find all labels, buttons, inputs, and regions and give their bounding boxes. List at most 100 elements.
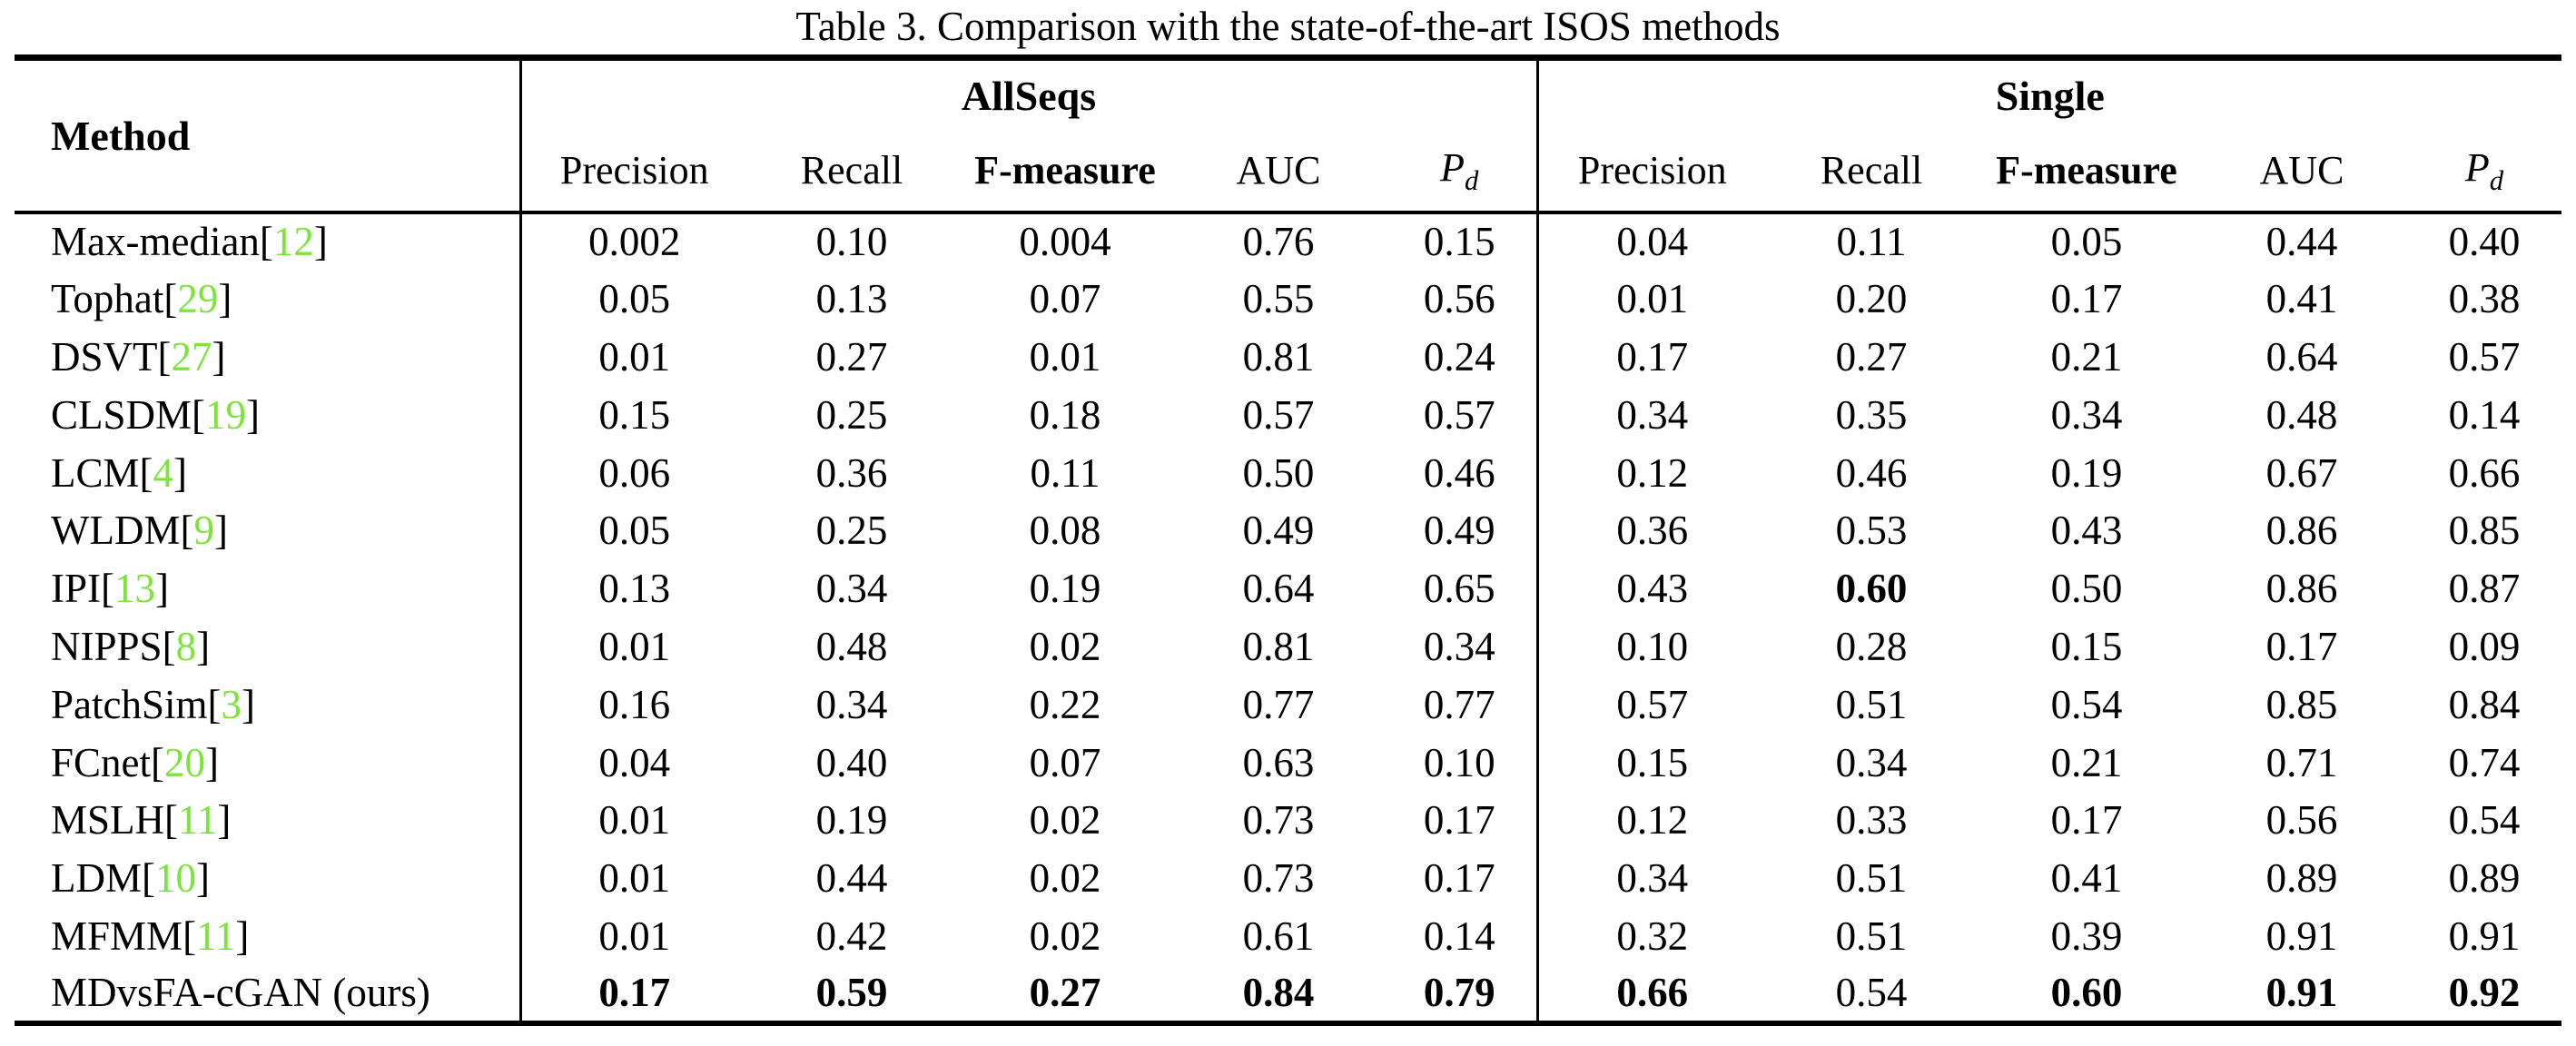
method-name: FCnet	[51, 739, 152, 785]
column-header-label: AUC	[2259, 148, 2344, 192]
citation-bracket-close: ]	[155, 566, 169, 612]
citation-link[interactable]: 11	[178, 797, 218, 844]
method-name: Max-median	[51, 219, 260, 265]
value-cell: 0.66	[1535, 964, 1767, 1023]
citation-link[interactable]: 11	[196, 913, 236, 959]
value-cell: 0.01	[518, 907, 747, 965]
value-cell: 0.01	[518, 791, 747, 850]
column-header-subscript: d	[2489, 164, 2504, 196]
citation-link[interactable]: 4	[153, 449, 174, 496]
value-cell: 0.17	[2050, 797, 2123, 844]
table-row: Tophat[29] 0.05 0.13 0.07 0.55 0.56 0.01 0.20 0.…	[15, 270, 2561, 329]
table-caption: Table 3. Comparison with the state-of-th…	[795, 4, 1781, 49]
group-header-allseqs: AllSeqs	[518, 57, 1538, 131]
value-cell: 0.02	[1029, 913, 1101, 959]
value-cell: 0.12	[1535, 791, 1767, 850]
method-cell: Max-median[12]	[15, 212, 520, 271]
value-cell: 0.46	[1835, 449, 1908, 496]
value-cell: 0.17	[1423, 797, 1495, 844]
citation-bracket-open: [	[162, 623, 176, 669]
column-header-label: Precision	[559, 148, 709, 192]
citation-bracket-open: [	[157, 333, 172, 380]
citation-bracket-open: [	[139, 449, 153, 496]
column-header-pd: Pd	[1383, 130, 1538, 214]
method-cell: IPI[13]	[15, 559, 520, 617]
method-cell: PatchSim[3]	[15, 676, 520, 734]
citation-link[interactable]: 20	[164, 739, 206, 785]
value-cell: 0.61	[1242, 913, 1315, 959]
value-cell: 0.89	[2448, 855, 2521, 902]
value-cell: 0.73	[1242, 797, 1315, 844]
column-header-label: Precision	[1577, 148, 1727, 192]
value-cell: 0.59	[815, 970, 888, 1016]
value-cell: 0.25	[815, 391, 888, 438]
value-cell: 0.17	[1535, 328, 1767, 386]
value-cell: 0.14	[1423, 913, 1495, 959]
citation-bracket-open: [	[259, 219, 273, 265]
citation-link[interactable]: 27	[171, 333, 212, 380]
method-cell: LDM[10]	[15, 849, 520, 907]
value-cell: 0.05	[518, 270, 747, 329]
citation-link[interactable]: 8	[175, 623, 197, 669]
value-cell: 0.14	[2448, 391, 2521, 438]
method-cell: DSVT[27]	[15, 328, 520, 386]
value-cell: 0.19	[2050, 449, 2123, 496]
value-cell: 0.39	[2050, 913, 2123, 959]
table-row: FCnet[20] 0.04 0.40 0.07 0.63 0.10 0.15 0.34 0.2…	[15, 733, 2561, 792]
citation-link[interactable]: 9	[193, 508, 214, 554]
table-row: MDvsFA-cGAN (ours) 0.17 0.59 0.27 0.84 0.79 0.…	[15, 964, 2561, 1023]
column-header-recall: Recall	[1766, 130, 1978, 214]
value-cell: 0.09	[2448, 623, 2521, 669]
citation-link[interactable]: 19	[205, 391, 247, 438]
citation-bracket-close: ]	[196, 855, 210, 902]
value-cell: 0.19	[1029, 566, 1101, 612]
value-cell: 0.01	[1029, 333, 1101, 380]
value-cell: 0.38	[2448, 276, 2521, 322]
method-name: NIPPS	[51, 623, 163, 669]
value-cell: 0.41	[2265, 276, 2338, 322]
value-cell: 0.51	[1835, 681, 1908, 727]
value-cell: 0.64	[2265, 333, 2338, 380]
value-cell: 0.57	[1242, 391, 1315, 438]
citation-bracket-close: ]	[196, 623, 211, 669]
value-cell: 0.50	[2050, 566, 2123, 612]
value-cell: 0.13	[518, 559, 747, 618]
value-cell: 0.40	[2448, 219, 2521, 265]
citation-bracket-open: [	[207, 681, 222, 727]
value-cell: 0.19	[815, 797, 888, 844]
citation-link[interactable]: 12	[272, 219, 314, 265]
value-cell: 0.71	[2265, 739, 2338, 785]
method-name: MSLH	[51, 797, 165, 844]
method-cell: MDvsFA-cGAN (ours)	[15, 965, 520, 1023]
value-cell: 0.54	[2448, 797, 2521, 844]
value-cell: 0.20	[1835, 276, 1908, 322]
sub-header-row: Precision Recall F-measure AUC Pd Precision Re…	[15, 130, 2562, 214]
value-cell: 0.43	[2050, 508, 2123, 554]
value-cell: 0.10	[1535, 617, 1767, 676]
citation-link[interactable]: 29	[177, 276, 219, 322]
citation-bracket-open: [	[142, 855, 155, 902]
value-cell: 0.10	[815, 219, 888, 265]
value-cell: 0.24	[1423, 333, 1495, 380]
method-cell: CLSDM[19]	[15, 386, 520, 444]
column-header-f-measure: F-measure	[1977, 130, 2197, 214]
value-cell: 0.02	[1029, 797, 1101, 844]
value-cell: 0.67	[2265, 449, 2338, 496]
value-cell: 0.54	[2050, 681, 2123, 727]
value-cell: 0.02	[1029, 855, 1101, 902]
value-cell: 0.02	[1029, 623, 1101, 669]
value-cell: 0.17	[2265, 623, 2338, 669]
column-header-label: F-measure	[974, 148, 1156, 192]
value-cell: 0.79	[1423, 970, 1495, 1016]
citation-link[interactable]: 13	[114, 566, 155, 612]
citation-bracket-close: ]	[213, 508, 228, 554]
value-cell: 0.34	[1423, 623, 1495, 669]
table-row: WLDM[9] 0.05 0.25 0.08 0.49 0.49 0.36 0.53 0.43 0…	[15, 501, 2561, 560]
column-header-auc: AUC	[2196, 130, 2408, 214]
column-header-precision: Precision	[1535, 130, 1767, 214]
table-row: NIPPS[8] 0.01 0.48 0.02 0.81 0.34 0.10 0.28 0.15…	[15, 617, 2561, 676]
citation-link[interactable]: 10	[155, 855, 196, 902]
value-cell: 0.004	[1019, 219, 1111, 265]
value-cell: 0.51	[1835, 913, 1908, 959]
citation-link[interactable]: 3	[221, 681, 242, 727]
